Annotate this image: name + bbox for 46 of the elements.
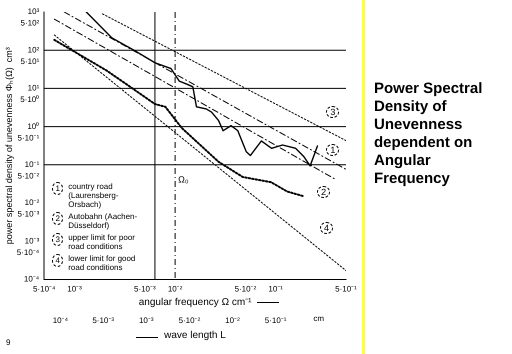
annotation: 2: [317, 186, 330, 198]
legend-label: lower limit for good road conditions: [68, 254, 136, 272]
text: 4: [56, 256, 60, 266]
y-tick-label: 10²: [28, 45, 40, 54]
annotation: 1: [326, 144, 340, 156]
text: 1: [56, 184, 60, 194]
x-axis-title: angular frequency Ω cm⁻¹: [138, 296, 252, 308]
legend-label: upper limit for poor road conditions: [68, 233, 136, 252]
y-tick-label: 10⁻²: [24, 198, 40, 208]
y-tick-label: 5·10⁻⁴: [16, 248, 40, 257]
x-tick-label: 10⁻¹: [268, 284, 284, 294]
text: 10⁻⁴: [52, 315, 68, 325]
text: 5·10⁻¹: [264, 315, 286, 325]
text: Power Spectral Density of Unevenness dependent on Angular Frequency: [374, 80, 484, 188]
text: 9: [6, 338, 10, 347]
y-tick-label: 5·10⁻¹: [18, 133, 40, 142]
y-tick-label: 5·10¹: [20, 56, 40, 66]
ref-line-label: Ω₀: [178, 174, 189, 184]
text: 3: [56, 235, 60, 244]
text: 2: [56, 214, 60, 224]
text: 10⁻³: [138, 315, 154, 325]
y-tick-label: 5·10⁻³: [18, 210, 40, 219]
y-tick-label: 5·10⁻²: [18, 172, 40, 180]
y-axis-title: power spectral density of unevenness Φₕ(Ω) cm³: [4, 47, 14, 244]
annotation: 4: [320, 222, 334, 234]
legend-label: country road (Laurensberg-Orsbach): [68, 182, 120, 210]
x-tick-label: 5·10⁻²: [234, 284, 257, 294]
y-tick-label: 10¹: [28, 84, 40, 93]
x-tick-label: 10⁻³: [67, 284, 82, 294]
y-tick-label: 5·10²: [20, 18, 40, 28]
text: cm: [313, 314, 324, 323]
text: 5·10⁻³: [92, 315, 114, 325]
y-tick-label: 10⁰: [27, 122, 40, 131]
text: 5·10⁻²: [178, 315, 200, 325]
legend-label: Autobahn (Aachen- Düsseldorf): [68, 212, 138, 230]
x-tick-label: 10⁻²: [168, 284, 183, 294]
y-tick-label: 10⁻⁴: [24, 274, 40, 284]
y-tick-label: 10⁻¹: [24, 160, 40, 170]
y-tick-label: 10⁻³: [24, 236, 40, 246]
text: 10⁻²: [225, 315, 240, 325]
x-tick-label: 5·10⁻¹: [335, 284, 358, 294]
annotation: 3: [326, 106, 340, 118]
x-tick-label: 5·10⁻³: [134, 284, 156, 294]
y-tick-label: 5·10⁰: [20, 95, 40, 104]
y-tick-label: 10³: [28, 7, 40, 16]
x2-axis-title: wave length L: [164, 330, 226, 341]
